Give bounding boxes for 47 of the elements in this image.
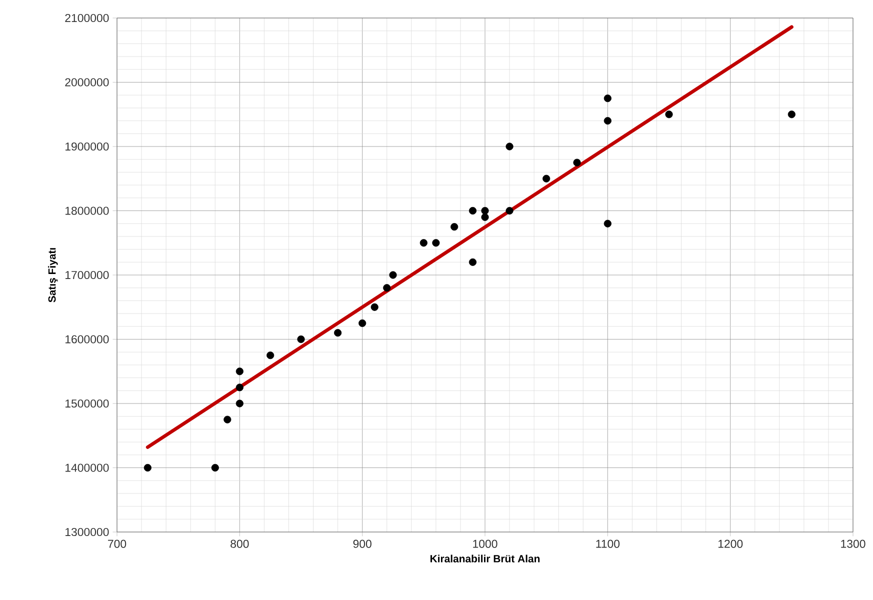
y-axis-title: Satış Fiyatı bbox=[48, 248, 58, 302]
point bbox=[211, 464, 219, 472]
y-tick-label: 1800000 bbox=[66, 206, 109, 215]
point bbox=[506, 206, 514, 215]
point bbox=[370, 303, 378, 311]
point bbox=[604, 117, 612, 125]
point bbox=[604, 220, 612, 228]
y-tick-label: 1400000 bbox=[66, 464, 109, 472]
x-tick-label: 1300 bbox=[841, 540, 866, 548]
x-tick-label: 900 bbox=[353, 540, 372, 548]
point bbox=[383, 284, 391, 292]
point bbox=[788, 110, 796, 118]
x-tick-label: 1200 bbox=[718, 540, 743, 548]
x-tick-label: 700 bbox=[108, 540, 126, 548]
point bbox=[334, 329, 342, 337]
point bbox=[481, 213, 489, 221]
point bbox=[604, 94, 612, 102]
y-tick-label: 1600000 bbox=[66, 335, 109, 344]
point bbox=[389, 271, 397, 279]
point bbox=[236, 368, 244, 376]
x-tick-label: 1000 bbox=[473, 540, 498, 548]
y-tick-label: 2000000 bbox=[65, 78, 109, 86]
y-tick-label: 2100000 bbox=[65, 14, 109, 22]
point bbox=[224, 416, 232, 424]
point bbox=[236, 400, 244, 408]
x-tick-label: 800 bbox=[230, 540, 249, 548]
point bbox=[573, 158, 581, 166]
point bbox=[481, 206, 489, 215]
point bbox=[468, 206, 477, 215]
point bbox=[665, 110, 673, 118]
y-tick-label: 1700000 bbox=[66, 270, 109, 280]
point bbox=[420, 239, 428, 247]
x-axis-title: Kiralanabilir Brüt Alan bbox=[430, 554, 540, 562]
y-tick-label: 1300000 bbox=[66, 528, 109, 536]
point bbox=[542, 174, 550, 182]
point bbox=[468, 258, 477, 266]
point bbox=[266, 352, 274, 360]
point bbox=[297, 335, 305, 344]
x-tick-label: 1100 bbox=[596, 540, 620, 548]
point bbox=[236, 384, 244, 392]
point bbox=[358, 319, 366, 327]
y-tick-label: 1500000 bbox=[66, 399, 109, 408]
y-tick-label: 1900000 bbox=[66, 142, 109, 151]
point bbox=[450, 223, 458, 231]
point bbox=[144, 464, 152, 472]
point bbox=[432, 239, 440, 247]
point bbox=[506, 142, 514, 150]
